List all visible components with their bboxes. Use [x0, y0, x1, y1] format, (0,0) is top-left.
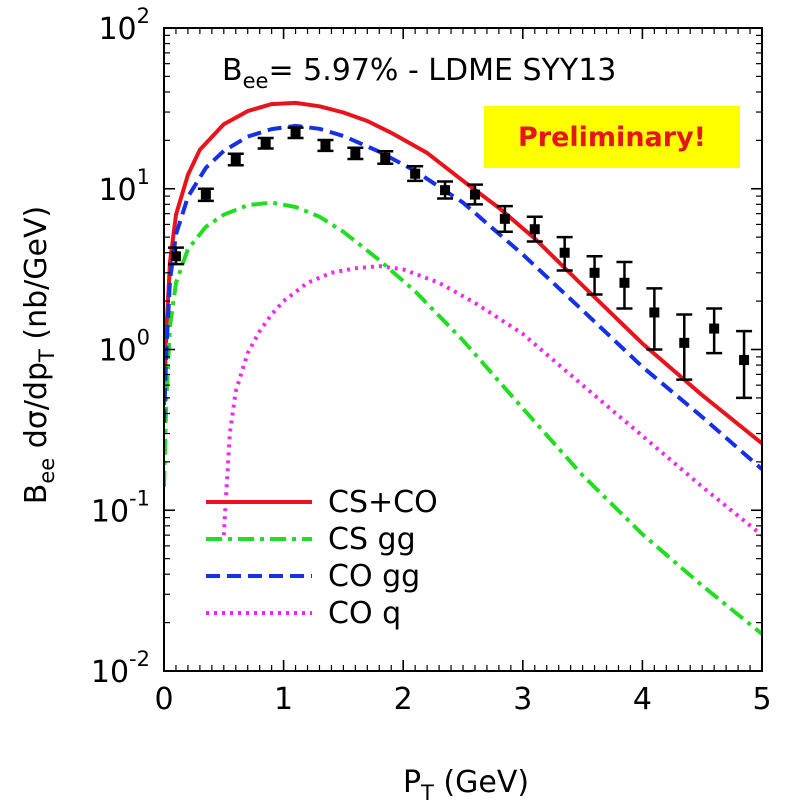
x-tick-label: 3 — [513, 682, 532, 717]
data-point — [499, 213, 510, 224]
x-tick-label: 4 — [633, 682, 652, 717]
data-point — [619, 277, 630, 288]
preliminary-badge-bg — [484, 106, 740, 168]
data-point — [350, 148, 361, 159]
data-point — [649, 307, 660, 318]
data-point — [739, 355, 750, 366]
data-point — [589, 267, 600, 278]
preliminary-badge-text: Preliminary! — [518, 122, 706, 153]
y-tick-label: 102 — [98, 4, 150, 47]
preliminary-badge: Preliminary! — [484, 106, 740, 168]
axis-ticks: 0 1 2 3 4 5 102 101 100 10-1 10-2 — [91, 4, 772, 717]
data-points — [167, 126, 753, 400]
x-tick-label: 1 — [274, 682, 293, 717]
data-point — [320, 140, 331, 151]
legend-label-co-q: CO q — [328, 596, 401, 631]
data-point — [529, 224, 540, 235]
x-axis-label: PT (GeV) — [403, 765, 529, 805]
data-point — [260, 138, 271, 149]
annotation-text: Bee= 5.97% - LDME SYY13 — [222, 53, 616, 93]
legend-label-co-gg: CO gg — [328, 559, 420, 594]
x-tick-label: 5 — [752, 682, 771, 717]
data-point — [200, 189, 211, 200]
data-point — [230, 154, 241, 165]
legend-label-cs-co: CS+CO — [328, 485, 438, 520]
y-axis-label: Bee dσ/dpT (nb/GeV) — [19, 206, 59, 504]
y-tick-label: 101 — [98, 165, 150, 208]
x-tick-label: 2 — [394, 682, 413, 717]
series-line-co-q — [221, 264, 762, 537]
series-curves — [164, 100, 762, 636]
y-tick-label: 10-2 — [91, 647, 150, 690]
y-tick-label: 100 — [98, 326, 150, 369]
data-point — [290, 127, 301, 138]
data-point — [410, 168, 421, 179]
series-line-cs-co — [164, 100, 762, 446]
x-tick-label: 0 — [154, 682, 173, 717]
series-line-cs-gg — [164, 200, 762, 636]
data-point — [559, 247, 570, 258]
data-point — [170, 251, 181, 262]
data-point — [380, 152, 391, 163]
data-point — [440, 185, 451, 196]
y-tick-label: 10-1 — [91, 486, 150, 529]
data-point — [679, 337, 690, 348]
series-line-co-gg — [164, 123, 762, 471]
data-point — [469, 189, 480, 200]
data-point — [709, 323, 720, 334]
legend-label-cs-gg: CS gg — [328, 522, 416, 557]
